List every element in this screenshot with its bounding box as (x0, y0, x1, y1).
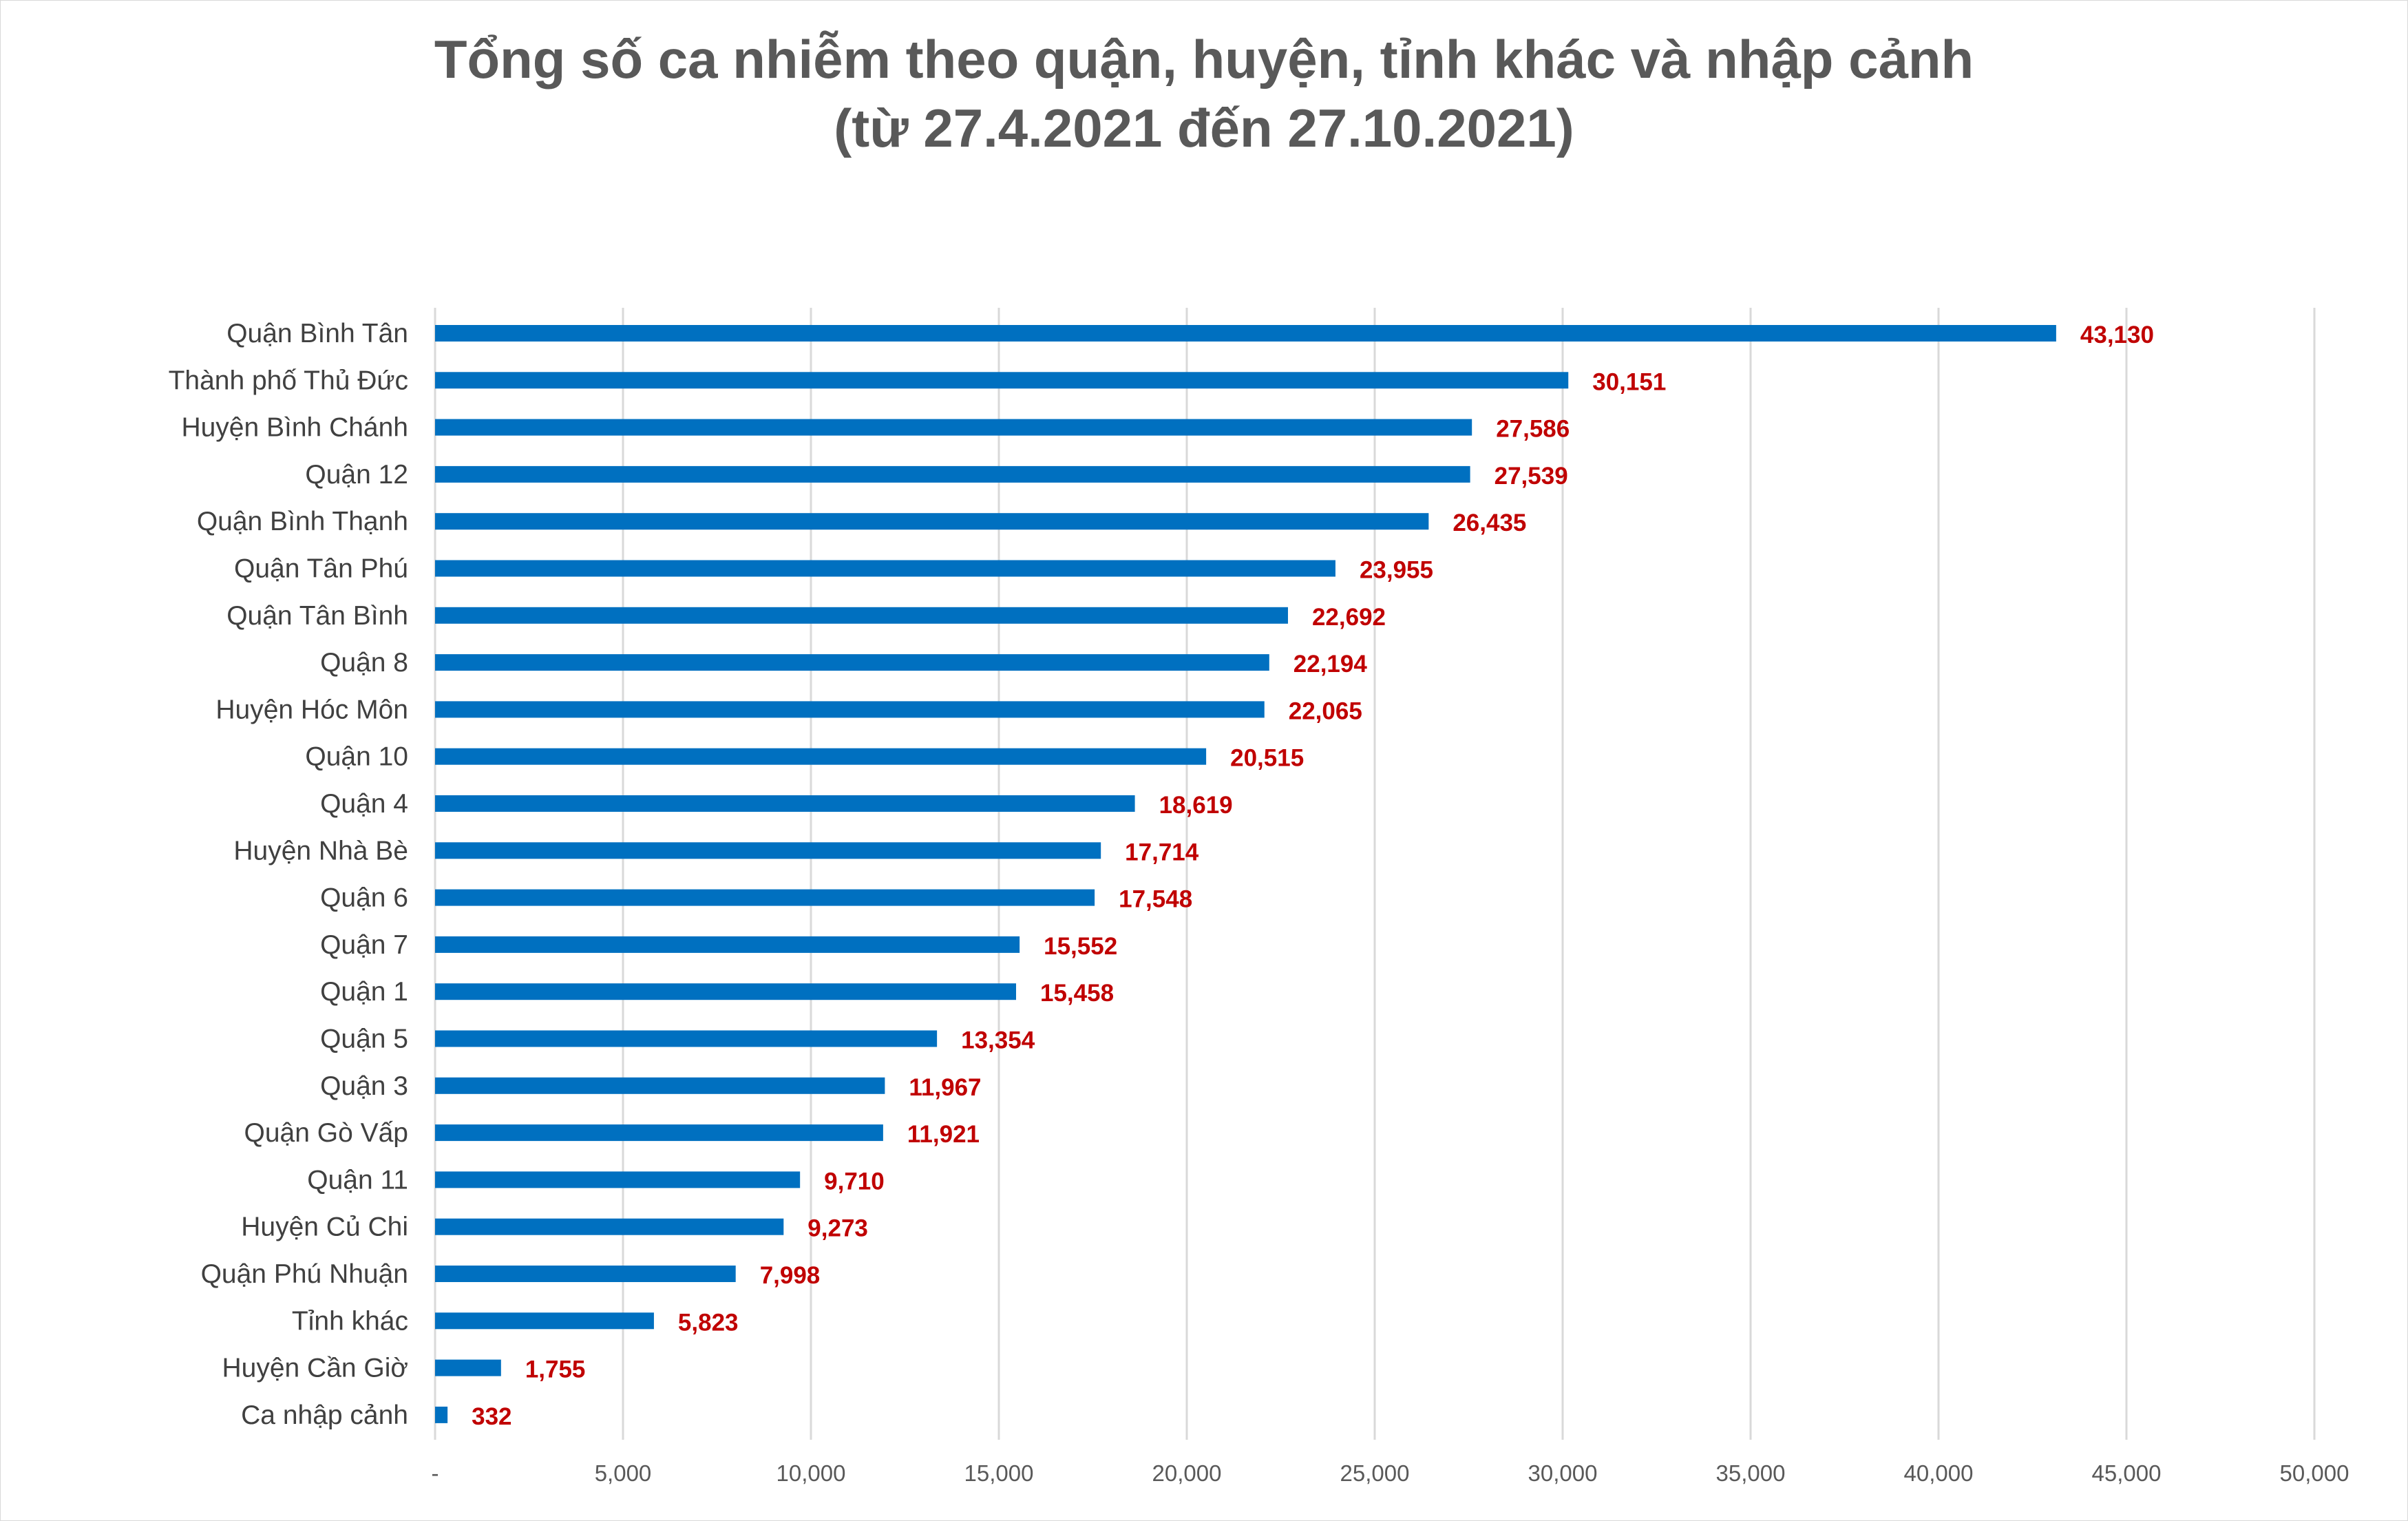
category-label: Quận 7 (320, 930, 408, 960)
category-label: Quận Gò Vấp (244, 1118, 409, 1148)
data-label: 22,692 (1312, 604, 1386, 631)
category-label: Quận Tân Bình (226, 601, 408, 631)
data-label: 13,354 (961, 1027, 1035, 1054)
chart-title-line-2: (từ 27.4.2021 đến 27.10.2021) (834, 98, 1574, 158)
bar (435, 889, 1095, 906)
bar (435, 1312, 654, 1330)
data-label: 9,273 (807, 1215, 868, 1242)
bar (435, 1171, 801, 1188)
category-label: Quận Tân Phú (234, 554, 408, 584)
data-label: 15,458 (1040, 980, 1114, 1007)
category-label: Quận 1 (320, 977, 408, 1007)
x-tick-label: 25,000 (1340, 1460, 1410, 1486)
bar (435, 513, 1429, 530)
data-label: 26,435 (1453, 510, 1526, 536)
bar (435, 936, 1020, 953)
chart-title-line-1: Tổng số ca nhiễm theo quận, huyện, tỉnh … (434, 29, 1974, 90)
data-label: 22,065 (1289, 697, 1362, 724)
category-label: Quận 4 (320, 789, 408, 819)
category-label: Quận Bình Tân (226, 319, 408, 348)
category-label: Quận Bình Thạnh (197, 507, 408, 536)
bar (435, 325, 2056, 342)
bar (435, 1218, 784, 1235)
x-tick-label: 5,000 (595, 1460, 652, 1486)
category-label: Huyện Củ Chi (241, 1213, 408, 1242)
category-labels: Quận Bình Tân Thành phố Thủ Đức Huyện Bình… (169, 319, 408, 1430)
category-label: Tỉnh khác (292, 1306, 408, 1336)
bar (435, 465, 1470, 483)
category-label: Huyện Nhà Bè (233, 836, 408, 866)
data-label: 15,552 (1044, 933, 1117, 960)
x-tick-label: - (432, 1460, 439, 1486)
chart-title: Tổng số ca nhiễm theo quận, huyện, tỉnh … (0, 25, 2408, 162)
category-label: Huyện Hóc Môn (215, 695, 408, 724)
category-label: Huyện Cần Giờ (222, 1354, 408, 1383)
data-label: 1,755 (525, 1356, 586, 1383)
x-tick-label: 20,000 (1152, 1460, 1222, 1486)
category-label: Quận 11 (307, 1165, 408, 1195)
x-tick-label: 10,000 (777, 1460, 846, 1486)
data-label: 27,539 (1495, 463, 1568, 490)
data-label: 18,619 (1159, 792, 1233, 819)
bar (435, 1077, 885, 1094)
bar (435, 795, 1135, 812)
bar (435, 560, 1335, 577)
data-label: 17,714 (1125, 839, 1199, 866)
bar (435, 607, 1288, 624)
x-tick-label: 30,000 (1528, 1460, 1598, 1486)
bar (435, 1266, 736, 1282)
category-label: Huyện Bình Chánh (181, 413, 408, 443)
bar (435, 983, 1017, 1000)
category-label: Quận 12 (305, 460, 408, 490)
data-label: 20,515 (1230, 745, 1304, 772)
value-labels: 43,130 30,151 27,586 27,539 26,435 23,955 22,6… (472, 322, 2154, 1430)
data-label: 22,194 (1293, 651, 1368, 678)
x-axis-tick-labels: - 5,000 10,000 15,000 20,000 25,000 30,000 35,0… (432, 1460, 2349, 1486)
bar (435, 1030, 938, 1047)
bar (435, 842, 1101, 859)
category-label: Quận 6 (320, 883, 408, 913)
data-label: 23,955 (1360, 557, 1433, 584)
data-label: 11,921 (907, 1121, 980, 1148)
bar (435, 1124, 883, 1142)
bar (435, 701, 1265, 718)
bar (435, 1359, 501, 1376)
category-label: Quận 10 (305, 742, 408, 772)
x-tick-label: 45,000 (2092, 1460, 2162, 1486)
bar (435, 1406, 448, 1423)
category-label: Quận 8 (320, 648, 408, 678)
data-label: 5,823 (678, 1309, 739, 1336)
bar (435, 748, 1207, 765)
data-label: 17,548 (1119, 886, 1192, 913)
data-label: 9,710 (824, 1168, 885, 1195)
bar (435, 419, 1472, 436)
bar (435, 372, 1569, 389)
data-label: 11,967 (909, 1074, 981, 1101)
x-tick-label: 50,000 (2280, 1460, 2349, 1486)
data-label: 30,151 (1592, 368, 1666, 395)
gridlines (434, 308, 2316, 1440)
data-label: 43,130 (2080, 322, 2154, 348)
bars (435, 325, 2056, 1423)
bar (435, 654, 1269, 671)
category-label: Ca nhập cảnh (241, 1401, 408, 1430)
x-tick-label: 40,000 (1904, 1460, 1974, 1486)
data-label: 27,586 (1496, 416, 1570, 443)
category-label: Quận 3 (320, 1071, 408, 1101)
category-label: Quận 5 (320, 1025, 408, 1054)
category-label: Quận Phú Nhuận (201, 1259, 408, 1289)
x-tick-label: 35,000 (1716, 1460, 1786, 1486)
x-tick-label: 15,000 (964, 1460, 1034, 1486)
data-label: 332 (472, 1403, 511, 1430)
data-label: 7,998 (760, 1262, 821, 1289)
category-label: Thành phố Thủ Đức (169, 366, 408, 395)
